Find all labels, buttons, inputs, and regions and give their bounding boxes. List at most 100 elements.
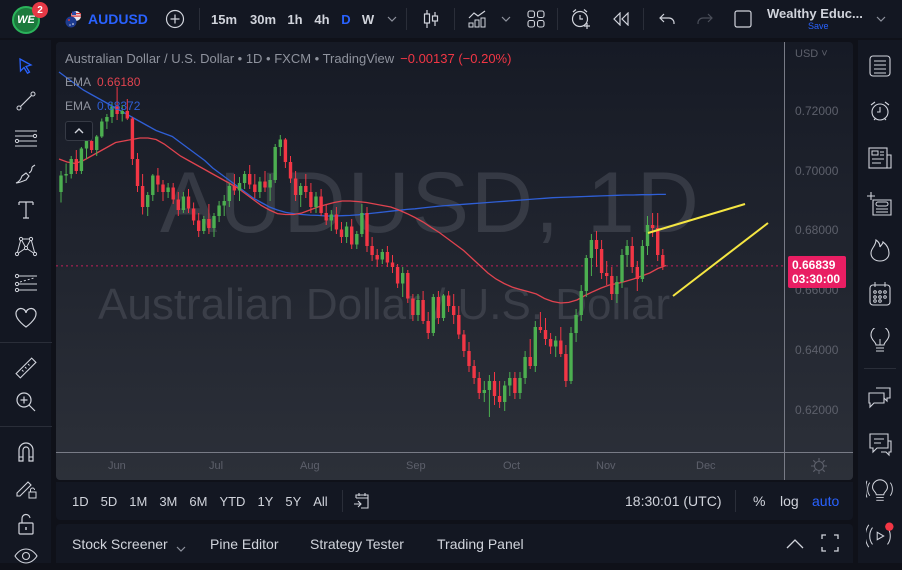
time-label: Oct <box>503 460 521 472</box>
expand-panel-button[interactable] <box>786 536 804 554</box>
create-alert-button[interactable] <box>569 0 593 38</box>
replay-button[interactable] <box>611 0 631 38</box>
prediction-tool[interactable] <box>12 269 40 297</box>
news-button[interactable] <box>866 144 894 172</box>
message-icon <box>869 433 892 457</box>
lock-all-tool[interactable] <box>12 510 40 538</box>
zoom-in-tool[interactable] <box>12 388 40 416</box>
chart-pane[interactable]: AUDUSD, 1D Australian Dollar / U.S. Doll… <box>56 42 853 480</box>
calendar-button[interactable] <box>866 280 894 308</box>
divider <box>643 8 644 30</box>
indicators-button[interactable] <box>465 0 489 38</box>
undo-button[interactable] <box>657 0 677 38</box>
watchlist-button[interactable] <box>866 52 894 80</box>
interval-w[interactable]: W <box>361 11 375 27</box>
range-1y[interactable]: 1Y <box>257 493 274 509</box>
time-scale[interactable]: Jun Jul Aug Sep Oct Nov Dec <box>56 452 853 480</box>
lock-drawings-tool[interactable] <box>12 474 40 502</box>
trendline-drawing[interactable] <box>672 222 769 297</box>
text-tool[interactable] <box>12 196 40 224</box>
chart-settings-icon[interactable] <box>810 457 828 475</box>
hotlists-button[interactable] <box>866 236 894 264</box>
price-tick: 0.64000 <box>795 343 839 357</box>
horizontal-lines-tool[interactable] <box>12 124 40 152</box>
hide-drawings-tool[interactable] <box>12 542 40 570</box>
brush-tool[interactable] <box>12 160 40 188</box>
utc-clock[interactable]: 18:30:01 (UTC) <box>625 493 722 509</box>
symbol-search-button[interactable]: AUDUSD <box>88 11 148 27</box>
fullscreen-toggle-button[interactable] <box>733 0 753 38</box>
cursor-tool[interactable] <box>12 52 40 80</box>
compare-symbol-button[interactable] <box>163 0 187 38</box>
candle <box>258 177 262 198</box>
indicators-dropdown[interactable] <box>500 0 512 38</box>
layout-button[interactable] <box>525 0 547 38</box>
interval-d[interactable]: D <box>341 11 351 27</box>
alerts-button[interactable] <box>866 97 894 125</box>
auto-scale-toggle[interactable]: auto <box>812 493 840 509</box>
tab-stock-screener[interactable]: Stock Screener <box>72 535 168 552</box>
range-1m[interactable]: 1M <box>129 493 148 509</box>
ema-slow-legend[interactable]: EMA 0.68372 <box>65 99 140 113</box>
range-all[interactable]: All <box>313 493 328 509</box>
trend-line-icon <box>16 91 36 111</box>
trend-line-tool[interactable] <box>12 87 40 115</box>
stock-screener-dropdown[interactable] <box>176 539 186 557</box>
interval-dropdown[interactable] <box>385 0 399 38</box>
layout-dropdown[interactable] <box>874 0 888 38</box>
candle <box>472 360 476 384</box>
candle <box>620 249 624 288</box>
candle <box>293 171 298 201</box>
chats-button[interactable] <box>866 383 894 411</box>
patterns-tool[interactable] <box>12 232 40 260</box>
favorites-tool[interactable] <box>12 304 40 332</box>
ideas-button[interactable] <box>866 327 894 355</box>
tab-pine-editor[interactable]: Pine Editor <box>210 535 279 552</box>
tab-strategy-tester[interactable]: Strategy Tester <box>310 535 404 552</box>
chart-type-button[interactable] <box>419 0 443 38</box>
public-chats-button[interactable] <box>866 430 894 458</box>
magnet-tool[interactable] <box>12 438 40 466</box>
redo-button[interactable] <box>695 0 715 38</box>
streams-button[interactable] <box>866 477 894 505</box>
calendar-icon <box>869 282 891 306</box>
interval-15m[interactable]: 15m <box>210 11 238 27</box>
candle <box>304 174 308 198</box>
logo-text: WE <box>17 14 35 26</box>
range-ytd[interactable]: YTD <box>219 493 246 509</box>
currency-label: USD <box>795 48 819 60</box>
price-scale[interactable]: USD ˅ 0.72000 0.70000 0.68000 0.66000 0.… <box>784 42 853 452</box>
currency-selector[interactable]: USD ˅ <box>795 48 828 60</box>
range-6m[interactable]: 6M <box>189 493 208 509</box>
go-to-date-button[interactable] <box>353 492 371 510</box>
candle <box>492 372 497 405</box>
log-scale-toggle[interactable]: log <box>780 493 799 509</box>
candle <box>156 168 160 192</box>
interval-4h[interactable]: 4h <box>314 11 330 27</box>
tab-trading-panel[interactable]: Trading Panel <box>437 535 524 552</box>
range-5y[interactable]: 5Y <box>285 493 302 509</box>
percent-scale-toggle[interactable]: % <box>753 493 766 509</box>
live-streams-button[interactable] <box>866 522 894 550</box>
collapse-legend-button[interactable] <box>65 121 93 141</box>
candle <box>166 183 170 198</box>
date-range-bar: 1D 5D 1M 3M 6M YTD 1Y 5Y All 18:30:01 (U… <box>56 482 853 520</box>
maximize-panel-button[interactable] <box>821 534 839 557</box>
trendline-drawing[interactable] <box>647 203 746 234</box>
layout-name-button[interactable]: Wealthy Educ... Save <box>767 6 867 31</box>
candle <box>212 213 216 237</box>
candle <box>84 138 89 159</box>
candlestick-chart[interactable] <box>56 42 784 452</box>
interval-30m[interactable]: 30m <box>249 11 277 27</box>
range-3m[interactable]: 3M <box>159 493 178 509</box>
range-5d[interactable]: 5D <box>100 493 118 509</box>
candle <box>584 255 588 297</box>
candle <box>610 267 614 300</box>
range-1d[interactable]: 1D <box>72 493 89 509</box>
add-panel-button[interactable] <box>866 190 894 218</box>
ema-fast-legend[interactable]: EMA 0.66180 <box>65 75 140 89</box>
interval-1h[interactable]: 1h <box>287 11 303 27</box>
candle <box>523 351 527 384</box>
time-label: Dec <box>696 460 716 472</box>
measure-tool[interactable] <box>12 354 40 382</box>
